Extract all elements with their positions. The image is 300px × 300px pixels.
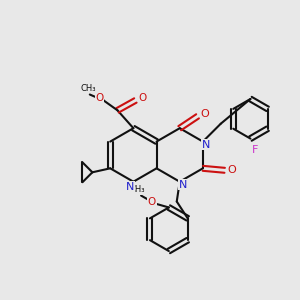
Text: O: O [227,165,236,175]
Text: O: O [148,196,156,206]
Text: N: N [202,140,210,150]
Text: O: O [200,109,209,119]
Text: CH₃: CH₃ [80,84,96,93]
Text: O: O [96,94,104,103]
Text: O: O [138,94,146,103]
Text: F: F [252,146,259,155]
Text: CH₃: CH₃ [129,185,145,194]
Text: N: N [178,180,187,190]
Text: N: N [126,182,135,192]
